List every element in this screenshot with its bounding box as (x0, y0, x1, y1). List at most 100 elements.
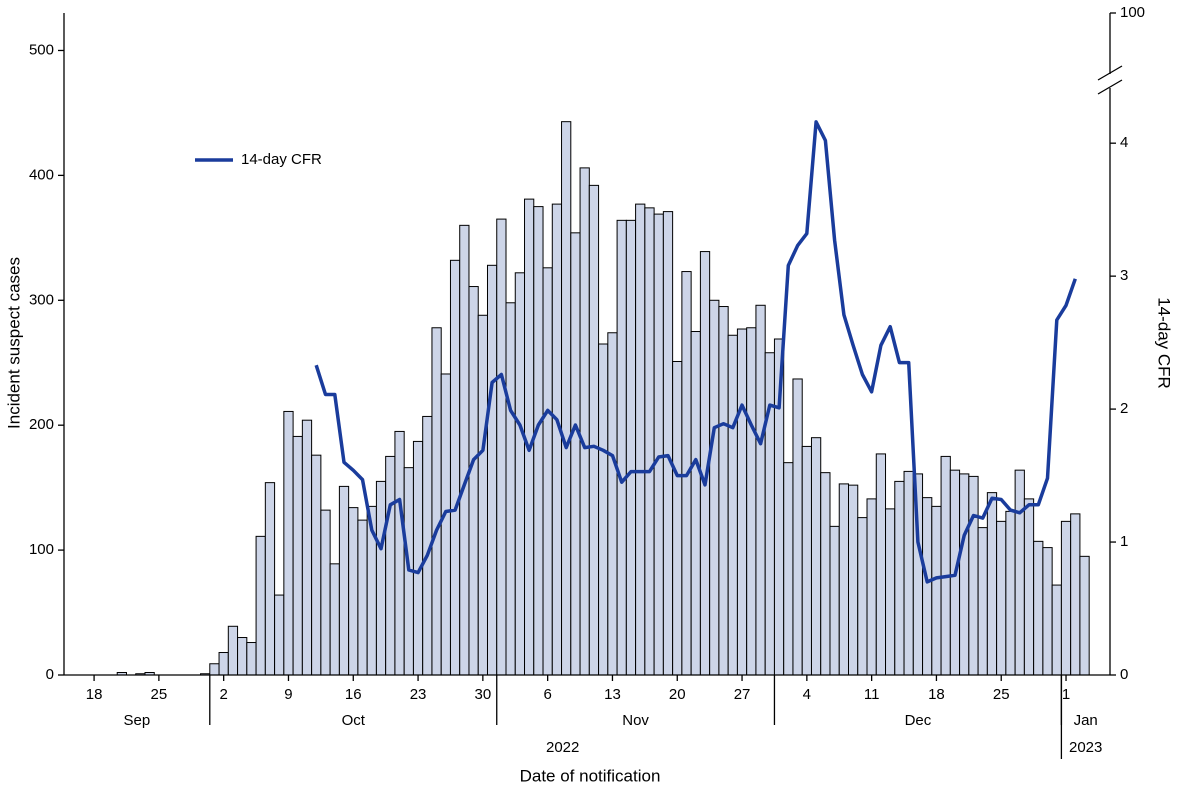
bar (746, 327, 757, 676)
bar (1014, 469, 1025, 676)
bar (320, 509, 331, 676)
bar (570, 232, 581, 676)
bar (940, 455, 951, 676)
bar (885, 508, 896, 676)
bar (977, 527, 988, 676)
bar (607, 332, 618, 676)
year-label: 2023 (1069, 739, 1102, 756)
bar (338, 485, 350, 676)
bar (820, 472, 831, 676)
month-label: Dec (905, 712, 932, 729)
y-tick-label: 300 (29, 291, 54, 308)
bar (690, 331, 701, 676)
bar (894, 480, 905, 676)
bar (255, 535, 266, 676)
bar (644, 207, 655, 676)
bar (801, 445, 812, 676)
y-tick-label: 500 (29, 41, 54, 58)
y2-tick-label: 100 (1120, 4, 1145, 21)
bar (514, 272, 526, 676)
x-tick-label: 16 (345, 686, 362, 703)
x-tick-label: 1 (1062, 686, 1070, 703)
bar (764, 352, 775, 676)
bar (709, 299, 720, 676)
year-label: 2022 (546, 739, 579, 756)
bar (996, 520, 1007, 676)
y-tick-label: 100 (29, 541, 54, 558)
bar (311, 454, 322, 676)
bar (301, 419, 313, 676)
bar (848, 484, 859, 676)
y-tick-label: 200 (29, 416, 54, 433)
x-tick-label: 2 (220, 686, 228, 703)
bar (505, 302, 516, 676)
bar (329, 563, 340, 676)
bar (477, 314, 488, 676)
bar (561, 121, 572, 676)
bar (875, 453, 887, 676)
bar (237, 637, 248, 676)
bar (1023, 498, 1035, 676)
bar (459, 224, 470, 676)
bar (625, 219, 637, 676)
bar (209, 663, 220, 676)
bar (653, 213, 664, 676)
x-tick-label: 30 (475, 686, 492, 703)
y2-axis-label: 14-day CFR (1155, 297, 1174, 389)
bar (1060, 520, 1072, 676)
y2-tick-label: 1 (1120, 533, 1128, 550)
y2-tick-label: 2 (1120, 400, 1128, 417)
bar (440, 373, 451, 676)
bar (903, 470, 914, 676)
bar (542, 267, 553, 676)
bar (755, 304, 766, 676)
bar (431, 327, 442, 676)
x-tick-label: 18 (86, 686, 103, 703)
bar (264, 482, 276, 676)
bar (1051, 584, 1062, 676)
bar (375, 480, 387, 676)
bar (866, 498, 877, 676)
bar (1079, 555, 1090, 676)
bar (986, 492, 998, 676)
bar (246, 642, 257, 676)
axis-break (1097, 79, 1123, 95)
bar (292, 435, 303, 676)
bar (616, 219, 627, 676)
bar (394, 430, 405, 676)
x-tick-label: 13 (604, 686, 621, 703)
axis-break (1097, 65, 1123, 81)
bar (792, 378, 803, 676)
x-tick-label: 11 (864, 686, 880, 703)
bar (736, 328, 748, 676)
axis-break-gap (1106, 74, 1114, 88)
y2-tick-label: 3 (1120, 267, 1128, 284)
x-tick-label: 4 (803, 686, 811, 703)
bar (218, 652, 229, 676)
bar (412, 440, 424, 676)
y2-tick-label: 4 (1120, 134, 1128, 151)
y-tick-label: 0 (46, 666, 54, 683)
bar (468, 286, 479, 676)
bar (551, 203, 563, 676)
x-tick-label: 23 (410, 686, 427, 703)
bar (357, 519, 368, 676)
y-tick-label: 400 (29, 166, 54, 183)
bar (598, 343, 609, 676)
bar (283, 410, 294, 676)
x-tick-label: 18 (928, 686, 945, 703)
month-label: Sep (124, 712, 151, 729)
bar (718, 306, 729, 676)
bar (449, 259, 461, 676)
bar (783, 462, 794, 676)
x-tick-label: 27 (734, 686, 751, 703)
bar (662, 211, 674, 676)
bar (385, 455, 396, 676)
month-label: Oct (342, 712, 366, 729)
bar (829, 525, 840, 676)
bar (857, 517, 868, 676)
bar (486, 264, 498, 676)
bar (1070, 513, 1081, 676)
bar (727, 334, 738, 676)
